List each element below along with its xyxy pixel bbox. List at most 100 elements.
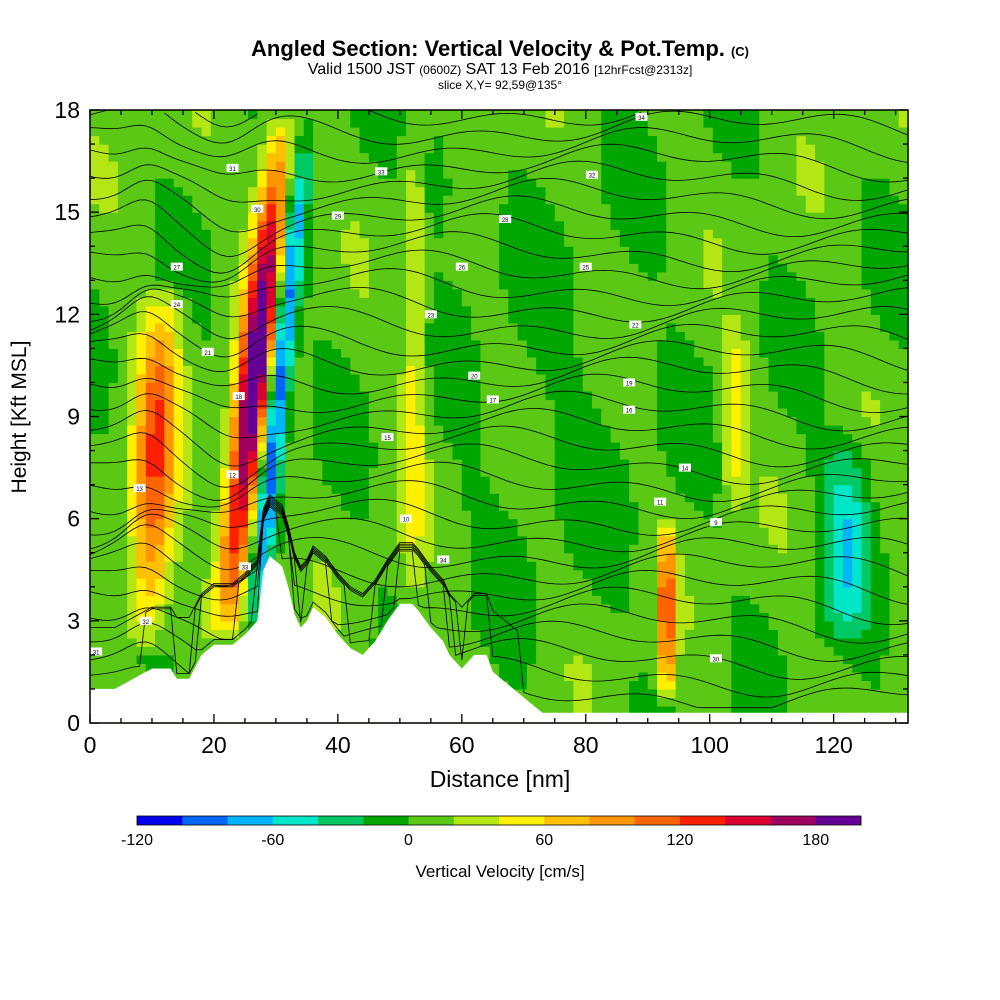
- velocity-cell: [155, 280, 165, 290]
- velocity-cell: [257, 450, 268, 460]
- velocity-cell: [368, 297, 379, 307]
- velocity-cell: [712, 246, 723, 256]
- velocity-cell: [396, 212, 407, 222]
- velocity-cell: [90, 127, 100, 137]
- velocity-cell: [452, 629, 463, 639]
- velocity-cell: [461, 637, 472, 647]
- velocity-cell: [303, 476, 314, 486]
- velocity-cell: [229, 425, 240, 435]
- velocity-cell: [610, 527, 621, 537]
- velocity-cell: [536, 220, 547, 230]
- velocity-cell: [117, 586, 128, 596]
- velocity-cell: [257, 195, 268, 205]
- velocity-cell: [201, 144, 212, 154]
- velocity-cell: [601, 288, 612, 298]
- velocity-cell: [145, 442, 156, 452]
- velocity-cell: [201, 161, 212, 171]
- velocity-cell: [694, 237, 705, 247]
- velocity-cell: [657, 322, 667, 332]
- velocity-cell: [331, 178, 342, 188]
- velocity-cell: [368, 603, 379, 613]
- velocity-cell: [564, 663, 574, 673]
- velocity-cell: [108, 373, 119, 384]
- velocity-cell: [489, 169, 500, 179]
- velocity-cell: [368, 322, 379, 332]
- velocity-cell: [201, 561, 212, 571]
- velocity-cell: [275, 169, 286, 179]
- velocity-cell: [313, 459, 323, 469]
- velocity-cell: [173, 578, 184, 588]
- velocity-cell: [675, 305, 686, 315]
- velocity-cell: [99, 365, 110, 375]
- velocity-cell: [712, 144, 723, 154]
- velocity-cell: [573, 322, 584, 332]
- velocity-cell: [424, 212, 435, 222]
- velocity-cell: [238, 527, 249, 537]
- velocity-cell: [536, 501, 547, 511]
- velocity-cell: [619, 552, 630, 562]
- velocity-cell: [127, 322, 138, 332]
- velocity-cell: [499, 135, 509, 145]
- velocity-cell: [573, 544, 584, 554]
- velocity-cell: [340, 144, 351, 154]
- velocity-cell: [145, 288, 156, 298]
- velocity-cell: [619, 186, 630, 196]
- velocity-cell: [582, 646, 593, 656]
- velocity-cell: [350, 373, 361, 384]
- velocity-cell: [350, 365, 361, 375]
- velocity-cell: [554, 373, 565, 384]
- velocity-cell: [285, 127, 296, 137]
- velocity-cell: [99, 127, 110, 137]
- velocity-cell: [471, 620, 482, 630]
- velocity-cell: [508, 484, 519, 494]
- velocity-cell: [424, 169, 435, 179]
- velocity-cell: [499, 314, 509, 324]
- velocity-cell: [136, 433, 147, 443]
- velocity-cell: [582, 288, 593, 298]
- velocity-cell: [173, 178, 184, 188]
- velocity-cell: [406, 425, 416, 435]
- velocity-cell: [582, 339, 593, 349]
- velocity-cell: [499, 263, 509, 273]
- velocity-cell: [108, 280, 119, 290]
- velocity-cell: [647, 288, 658, 298]
- velocity-cell: [517, 263, 528, 273]
- velocity-cell: [155, 433, 165, 443]
- velocity-cell: [526, 314, 537, 324]
- velocity-cell: [433, 229, 444, 239]
- velocity-cell: [499, 390, 509, 401]
- velocity-cell: [145, 297, 156, 307]
- velocity-cell: [340, 569, 351, 579]
- velocity-cell: [303, 152, 314, 162]
- velocity-cell: [424, 339, 435, 349]
- velocity-cell: [629, 518, 640, 528]
- velocity-cell: [508, 237, 519, 247]
- velocity-cell: [368, 467, 379, 477]
- velocity-cell: [591, 339, 602, 349]
- velocity-cell: [471, 450, 482, 460]
- velocity-cell: [638, 220, 649, 230]
- velocity-cell: [545, 544, 556, 554]
- velocity-cell: [257, 365, 268, 375]
- velocity-cell: [684, 331, 695, 341]
- velocity-cell: [499, 356, 509, 367]
- velocity-cell: [248, 212, 258, 222]
- velocity-cell: [619, 484, 630, 494]
- velocity-cell: [647, 433, 658, 443]
- velocity-cell: [248, 356, 258, 367]
- velocity-cell: [201, 450, 212, 460]
- velocity-cell: [657, 654, 667, 664]
- velocity-cell: [127, 510, 138, 520]
- velocity-cell: [619, 390, 630, 401]
- velocity-cell: [443, 527, 454, 537]
- velocity-cell: [601, 356, 612, 367]
- velocity-cell: [182, 339, 193, 349]
- velocity-cell: [461, 544, 472, 554]
- velocity-cell: [666, 288, 677, 298]
- velocity-cell: [424, 365, 435, 375]
- velocity-cell: [248, 348, 258, 358]
- velocity-cell: [712, 178, 723, 188]
- velocity-cell: [517, 407, 528, 418]
- velocity-cell: [322, 314, 333, 324]
- velocity-cell: [573, 339, 584, 349]
